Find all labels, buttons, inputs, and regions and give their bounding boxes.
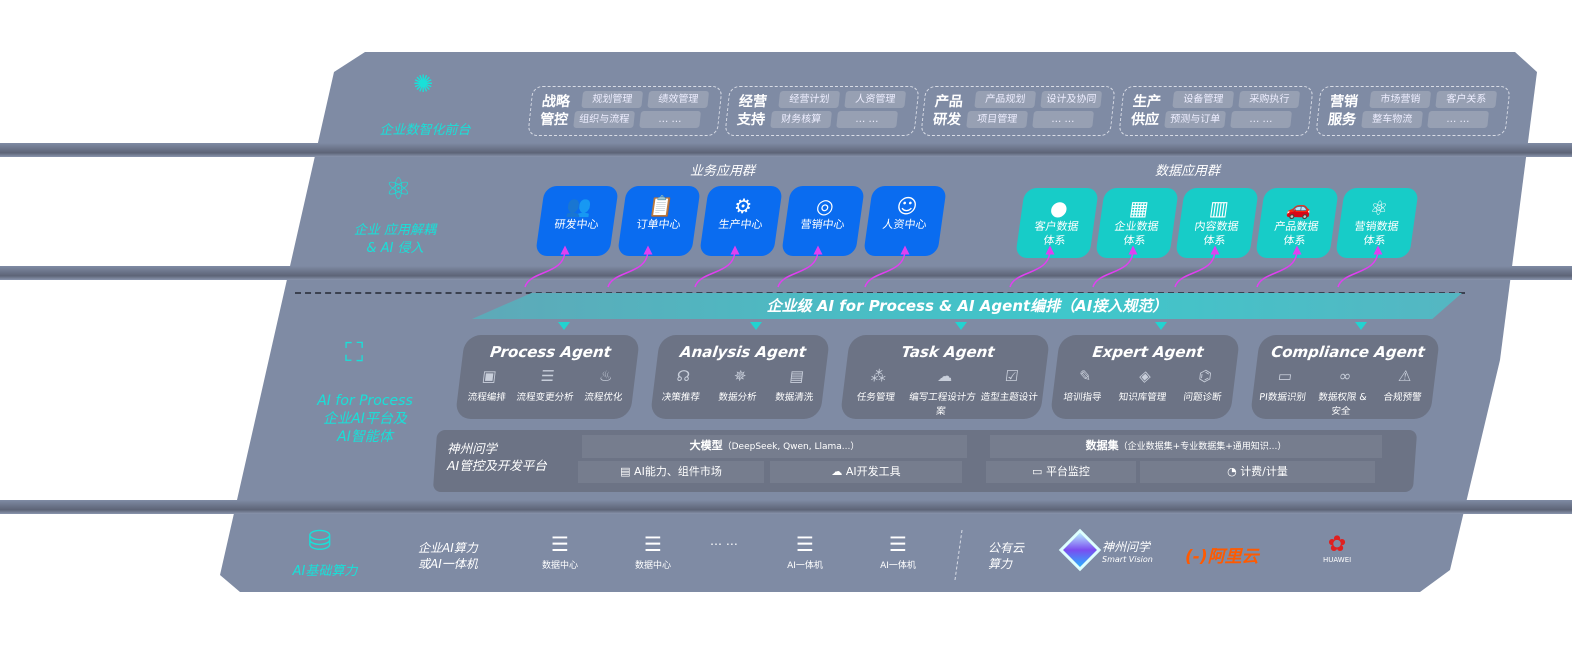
- agent-capability[interactable]: ⌬ 问题诊断: [1172, 367, 1236, 403]
- connector-arrow: [1009, 245, 1055, 288]
- server-icon: ☰: [644, 532, 662, 556]
- connector-arrow: [1092, 245, 1138, 288]
- down-arrow-icon: [750, 322, 762, 330]
- layer-label-apps: 企业 应用解耦 & AI 侵入: [353, 223, 437, 256]
- server: ☰ 数据中心: [628, 532, 678, 571]
- layer-label-ai: AI for Process 企业AI平台及 AI智能体: [317, 393, 413, 445]
- orchestration-banner: 企业级 AI for Process & AI Agent编排（AI接入规范）: [472, 293, 1462, 319]
- monitor-icon: ▭: [1032, 465, 1046, 478]
- vendor-smart-vision: 神州问学 Smart Vision: [1102, 540, 1153, 564]
- agent-capability[interactable]: ⁂ 任务管理: [840, 367, 913, 417]
- server-icon: ☰: [796, 532, 814, 556]
- document-icon: ▤: [788, 367, 805, 385]
- down-arrow-icon: [1155, 322, 1167, 330]
- agent-capability[interactable]: ∞ 数据权限 & 安全: [1310, 367, 1376, 417]
- server-icon: ☰: [889, 532, 907, 556]
- dataset-bar[interactable]: 数据集（企业数据集+专业数据集+通用知识...）: [990, 435, 1382, 458]
- id-card-icon: ▭: [1276, 367, 1294, 385]
- agent-capability[interactable]: ✎ 培训指导: [1052, 367, 1116, 403]
- face-scan-icon: ⛶: [345, 338, 364, 368]
- connector-arrow: [694, 245, 740, 288]
- connector-arrow: [524, 245, 570, 288]
- agent-card[interactable]: Expert Agent ✎ 培训指导 ◈ 知识库管理 ⌬ 问题诊断: [1049, 335, 1241, 419]
- agent-card[interactable]: Task Agent ⁂ 任务管理 ☁ 编写工程设计方案 ☑ 造型主题设计: [839, 335, 1051, 419]
- server: ☰ 数据中心: [535, 532, 585, 571]
- brain-icon: ✺: [413, 70, 434, 98]
- head-icon: ☊: [675, 367, 692, 385]
- business-apps-title: 业务应用群: [690, 164, 756, 179]
- tool-monitor[interactable]: ▭ 平台监控: [986, 461, 1136, 483]
- public-cloud-label: 公有云 算力: [988, 541, 1025, 571]
- data-apps-title: 数据应用群: [1155, 164, 1221, 179]
- cloud-icon: ☁: [936, 367, 954, 385]
- platform-name: 神州问学 AI管控及开发平台: [447, 441, 547, 473]
- layer-divider: [0, 143, 1572, 157]
- tool-dev[interactable]: ☁ AI开发工具: [770, 461, 962, 483]
- agent-capability[interactable]: ▣ 流程编排: [457, 367, 520, 403]
- agent-capability[interactable]: ▭ PI数据识别: [1250, 367, 1316, 417]
- diagnosis-icon: ⌬: [1197, 367, 1213, 385]
- agent-capability[interactable]: ☰ 流程变更分析: [515, 367, 578, 403]
- connector-arrow: [1256, 245, 1302, 288]
- stack-icon: ♨: [598, 367, 614, 385]
- connector-arrow: [777, 245, 823, 288]
- agent-card[interactable]: Process Agent ▣ 流程编排 ☰ 流程变更分析 ♨ 流程优化: [454, 335, 641, 419]
- servers-ellipsis: … …: [710, 534, 738, 548]
- chart-box-icon: ▣: [481, 367, 498, 385]
- vendor-aliyun: (-)阿里云: [1185, 547, 1259, 567]
- tool-market[interactable]: ▤ AI能力、组件市场: [578, 461, 764, 483]
- agent-capability[interactable]: ☁ 编写工程设计方案: [907, 367, 980, 417]
- layer-label-compute: AI基础算力: [292, 564, 358, 579]
- agent-capability[interactable]: ✵ 数据分析: [708, 367, 769, 403]
- agent-card[interactable]: Compliance Agent ▭ PI数据识别 ∞ 数据权限 & 安全 ⚠ 合规预警: [1249, 335, 1441, 419]
- atom-icon: ✵: [732, 367, 748, 385]
- agent-capability[interactable]: ⚠ 合规预警: [1370, 367, 1436, 417]
- checklist-icon: ☑: [1003, 367, 1020, 385]
- agent-capability[interactable]: ♨ 流程优化: [573, 367, 636, 403]
- agent-card[interactable]: Analysis Agent ☊ 决策推荐 ✵ 数据分析 ▤ 数据清洗: [649, 335, 831, 419]
- network-icon: ⁂: [869, 367, 888, 385]
- layer-divider: [0, 266, 1572, 280]
- layer-label-front: 企业数智化前台: [379, 123, 471, 138]
- gauge-icon: ◔: [1227, 465, 1241, 478]
- tool-billing[interactable]: ◔ 计费/计量: [1140, 461, 1375, 483]
- agent-capability[interactable]: ◈ 知识库管理: [1112, 367, 1176, 403]
- alert-box-icon: ⚠: [1397, 367, 1413, 385]
- server: ☰ AI一体机: [780, 532, 830, 571]
- agent-capability[interactable]: ▤ 数据清洗: [765, 367, 826, 403]
- down-arrow-icon: [1355, 322, 1367, 330]
- vendor-huawei: ✿ HUAWEI: [1323, 532, 1352, 565]
- market-icon: ▤: [620, 465, 635, 478]
- circles-icon: ∞: [1337, 367, 1353, 385]
- tools-icon: ✎: [1077, 367, 1093, 385]
- huawei-flower-icon: ✿: [1327, 532, 1347, 557]
- layer-divider: [0, 500, 1572, 514]
- agent-capability[interactable]: ☑ 造型主题设计: [973, 367, 1046, 417]
- connector-arrow: [1174, 245, 1220, 288]
- connector-arrow: [864, 245, 910, 288]
- server: ☰ AI一体机: [873, 532, 923, 571]
- connector-arrow: [607, 245, 653, 288]
- agent-capability[interactable]: ☊ 决策推荐: [652, 367, 713, 403]
- layers-icon: ◈: [1138, 367, 1152, 385]
- enterprise-compute-label: 企业AI算力 或AI一体机: [418, 541, 478, 571]
- model-bar[interactable]: 大模型（DeepSeek, Qwen, Llama...）: [582, 435, 967, 458]
- server-icon: ☰: [551, 532, 569, 556]
- down-arrow-icon: [955, 322, 967, 330]
- list-icon: ☰: [539, 367, 556, 385]
- database-icon: ⛁: [308, 524, 332, 557]
- connector-arrow: [1337, 245, 1383, 288]
- dev-tool-icon: ☁: [831, 465, 846, 478]
- down-arrow-icon: [557, 322, 570, 330]
- molecule-icon: ⚛: [385, 172, 412, 207]
